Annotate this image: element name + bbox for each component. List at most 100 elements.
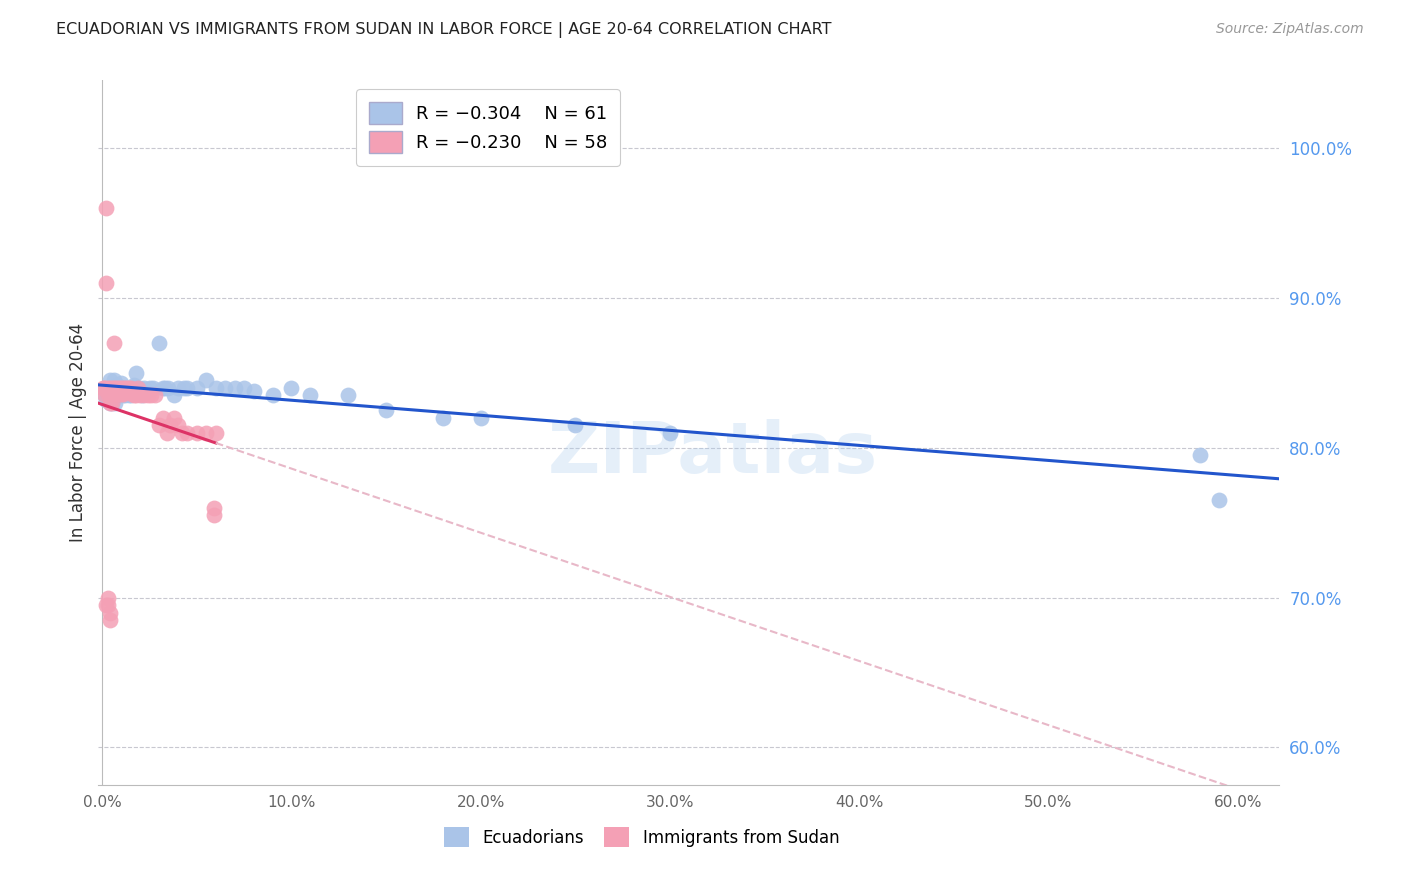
Text: ECUADORIAN VS IMMIGRANTS FROM SUDAN IN LABOR FORCE | AGE 20-64 CORRELATION CHART: ECUADORIAN VS IMMIGRANTS FROM SUDAN IN L… [56, 22, 832, 38]
Point [125, 388, 148, 402]
Point [118, 388, 141, 402]
Point [141, 388, 163, 402]
Point [129, 388, 152, 402]
Point [100, 381, 122, 395]
Point [98, 381, 121, 395]
Point [152, 381, 174, 395]
Point [103, 388, 125, 402]
Point [98, 373, 121, 387]
Point [1188, 448, 1211, 462]
Point [127, 381, 149, 395]
Point [186, 381, 208, 395]
Point [104, 381, 127, 395]
Point [129, 381, 152, 395]
Point [143, 388, 166, 402]
Point [103, 386, 125, 401]
Point [103, 335, 125, 350]
Point [170, 425, 193, 440]
Point [152, 410, 174, 425]
Point [94, 392, 117, 407]
Point [163, 388, 186, 402]
Point [195, 373, 218, 387]
Point [105, 377, 128, 392]
Point [155, 425, 177, 440]
Point [103, 373, 125, 387]
Point [432, 410, 454, 425]
Point [112, 381, 135, 395]
Point [176, 425, 198, 440]
Point [110, 376, 132, 391]
Point [105, 388, 128, 402]
Point [204, 381, 226, 395]
Point [299, 388, 322, 402]
Point [202, 500, 225, 515]
Point [121, 386, 143, 401]
Point [204, 425, 226, 440]
Point [104, 395, 127, 409]
Point [214, 381, 236, 395]
Point [94, 276, 117, 290]
Point [120, 388, 142, 402]
Point [224, 381, 246, 395]
Point [93, 386, 115, 401]
Legend: Ecuadorians, Immigrants from Sudan: Ecuadorians, Immigrants from Sudan [437, 821, 846, 855]
Point [124, 388, 146, 402]
Point [94, 201, 117, 215]
Point [159, 418, 181, 433]
Point [173, 381, 195, 395]
Text: Source: ZipAtlas.com: Source: ZipAtlas.com [1216, 22, 1364, 37]
Point [108, 386, 131, 401]
Point [93, 386, 115, 401]
Point [104, 386, 127, 401]
Point [115, 381, 138, 395]
Point [138, 381, 160, 395]
Point [242, 384, 264, 398]
Point [94, 598, 117, 612]
Point [115, 384, 138, 398]
Point [148, 335, 170, 350]
Y-axis label: In Labor Force | Age 20-64: In Labor Force | Age 20-64 [69, 323, 87, 542]
Point [142, 381, 165, 395]
Point [98, 386, 121, 401]
Point [337, 388, 360, 402]
Point [195, 425, 218, 440]
Point [105, 381, 128, 395]
Point [470, 410, 492, 425]
Point [127, 384, 149, 398]
Point [659, 425, 682, 440]
Point [97, 386, 120, 401]
Point [167, 381, 190, 395]
Point [114, 381, 136, 395]
Point [103, 381, 125, 395]
Point [108, 388, 131, 402]
Point [280, 381, 302, 395]
Point [110, 386, 132, 401]
Point [108, 381, 131, 395]
Point [100, 395, 122, 409]
Point [132, 381, 155, 395]
Point [233, 381, 256, 395]
Point [1208, 493, 1230, 508]
Point [375, 403, 398, 417]
Point [136, 388, 159, 402]
Point [124, 377, 146, 392]
Point [98, 395, 121, 409]
Point [97, 384, 120, 398]
Point [93, 381, 115, 395]
Point [120, 381, 142, 395]
Point [97, 598, 120, 612]
Point [98, 395, 121, 409]
Text: ZIPatlas: ZIPatlas [547, 419, 877, 488]
Point [135, 384, 157, 398]
Point [98, 613, 121, 627]
Point [104, 381, 127, 395]
Point [91, 381, 114, 395]
Point [97, 591, 120, 605]
Point [114, 388, 136, 402]
Point [153, 381, 176, 395]
Point [202, 508, 225, 522]
Point [108, 381, 131, 395]
Point [186, 425, 208, 440]
Point [100, 395, 122, 409]
Point [110, 381, 132, 395]
